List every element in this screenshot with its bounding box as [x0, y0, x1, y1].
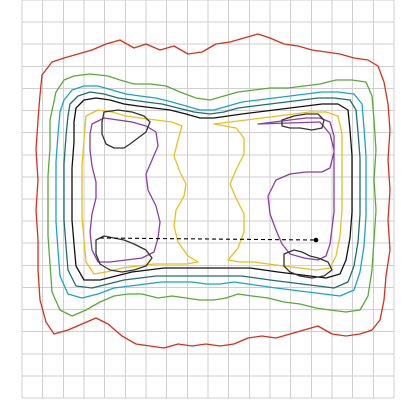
contour-dark-gray [95, 109, 333, 279]
background-grid [21, 0, 395, 399]
contour-cyan [55, 85, 367, 299]
contour-teal [63, 91, 361, 289]
dashed-reference-line [99, 237, 317, 241]
contour-green [47, 73, 377, 317]
contour-purple [89, 117, 335, 263]
contour-red [35, 33, 391, 349]
contour-black [71, 97, 353, 281]
contour-yellow [81, 109, 343, 275]
reference-line-end-dot [313, 237, 319, 243]
